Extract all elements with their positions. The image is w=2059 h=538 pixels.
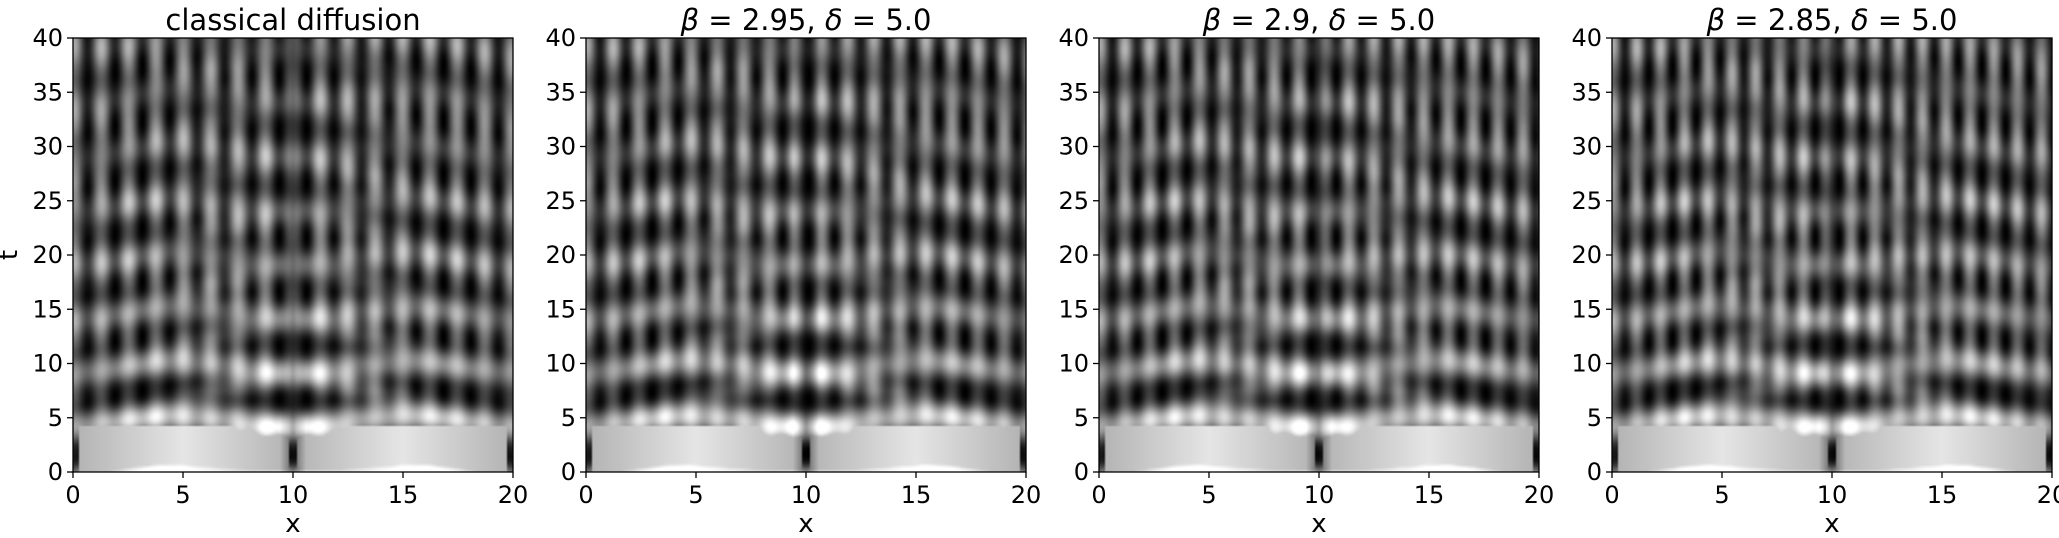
y-tick-label: 5 [1587, 404, 1602, 432]
y-tick-label: 30 [32, 133, 63, 161]
title-part: = 5.0 [843, 3, 932, 37]
x-tick-label: 20 [498, 481, 529, 509]
x-tick-label: 5 [1201, 481, 1216, 509]
y-tick-label: 15 [1571, 295, 1602, 323]
x-tick-label: 5 [1714, 481, 1729, 509]
y-tick-label: 30 [1058, 133, 1089, 161]
y-tick-label: 35 [545, 78, 576, 106]
x-tick-label: 20 [1011, 481, 1042, 509]
x-tick-label: 20 [2037, 481, 2059, 509]
title-part: = 2.95, [699, 3, 825, 37]
y-tick-label: 25 [1571, 187, 1602, 215]
panel-4: β = 2.85, δ = 5.0 0 5 10 15 20 0 5 10 15 20 25 30 35 4… [1571, 3, 2059, 538]
panel-title: β = 2.85, δ = 5.0 [1706, 3, 1958, 37]
y-tick-label: 40 [1058, 24, 1089, 52]
x-axis-label: x [1311, 509, 1326, 538]
title-part: β [680, 3, 700, 37]
x-tick-label: 20 [1524, 481, 1555, 509]
title-part: δ [1851, 3, 1869, 37]
x-tick-label: 5 [175, 481, 190, 509]
x-tick-label: 15 [1927, 481, 1958, 509]
y-tick-label: 35 [32, 78, 63, 106]
title-part: classical diffusion [165, 3, 420, 37]
x-axis-label: x [1824, 509, 1839, 538]
x-tick-label: 10 [791, 481, 822, 509]
y-tick-label: 0 [1074, 458, 1089, 486]
y-tick-label: 10 [32, 350, 63, 378]
x-tick-label: 10 [1817, 481, 1848, 509]
title-part: δ [825, 3, 843, 37]
y-tick-label: 0 [1587, 458, 1602, 486]
panel-3: β = 2.9, δ = 5.0 0 5 10 15 20 0 5 10 15 20 25 30 35 40… [1058, 3, 1554, 538]
y-tick-label: 20 [32, 241, 63, 269]
x-tick-label: 0 [65, 481, 80, 509]
y-tick-label: 30 [545, 133, 576, 161]
panel-2: β = 2.95, δ = 5.0 0 5 10 15 20 0 5 10 15 20 25 30 35 4… [545, 3, 1041, 538]
y-tick-label: 0 [48, 458, 63, 486]
panel-title: β = 2.9, δ = 5.0 [1202, 3, 1435, 37]
x-tick-label: 0 [1604, 481, 1619, 509]
y-tick-label: 30 [1571, 133, 1602, 161]
panel-title: β = 2.95, δ = 5.0 [680, 3, 932, 37]
title-part: β [1202, 3, 1222, 37]
y-tick-label: 20 [1571, 241, 1602, 269]
y-tick-label: 0 [561, 458, 576, 486]
y-tick-label: 20 [1058, 241, 1089, 269]
y-tick-label: 25 [32, 187, 63, 215]
x-tick-label: 5 [688, 481, 703, 509]
title-part: = 2.85, [1725, 3, 1851, 37]
y-tick-label: 40 [545, 24, 576, 52]
x-tick-label: 0 [578, 481, 593, 509]
y-tick-label: 10 [1058, 350, 1089, 378]
y-tick-label: 25 [545, 187, 576, 215]
panel-title: classical diffusion [165, 3, 420, 37]
y-tick-label: 35 [1571, 78, 1602, 106]
y-tick-label: 15 [1058, 295, 1089, 323]
title-part: δ [1329, 3, 1347, 37]
x-tick-label: 15 [1414, 481, 1445, 509]
title-part: β [1706, 3, 1726, 37]
x-axis-label: x [285, 509, 300, 538]
x-tick-label: 15 [901, 481, 932, 509]
y-tick-label: 5 [1074, 404, 1089, 432]
y-tick-label: 15 [545, 295, 576, 323]
heatmap-image [1099, 38, 1539, 472]
heatmap-image [1612, 38, 2052, 472]
y-tick-label: 10 [545, 350, 576, 378]
y-tick-label: 15 [32, 295, 63, 323]
y-tick-label: 40 [1571, 24, 1602, 52]
x-tick-label: 15 [388, 481, 419, 509]
y-axis-label: t [0, 250, 24, 260]
heatmap-image [586, 38, 1026, 472]
title-part: = 2.9, [1221, 3, 1328, 37]
x-tick-label: 10 [1304, 481, 1335, 509]
y-tick-label: 40 [32, 24, 63, 52]
heatmap-image [73, 38, 513, 472]
title-part: = 5.0 [1869, 3, 1958, 37]
y-tick-label: 5 [48, 404, 63, 432]
x-axis-label: x [798, 509, 813, 538]
x-tick-label: 0 [1091, 481, 1106, 509]
y-tick-label: 20 [545, 241, 576, 269]
y-tick-label: 10 [1571, 350, 1602, 378]
title-part: = 5.0 [1346, 3, 1435, 37]
y-tick-label: 5 [561, 404, 576, 432]
y-tick-label: 35 [1058, 78, 1089, 106]
x-tick-label: 10 [278, 481, 309, 509]
panel-1: classical diffusion 0 5 10 15 20 0 5 10 15 20 25 30 3… [0, 3, 528, 538]
y-tick-label: 25 [1058, 187, 1089, 215]
